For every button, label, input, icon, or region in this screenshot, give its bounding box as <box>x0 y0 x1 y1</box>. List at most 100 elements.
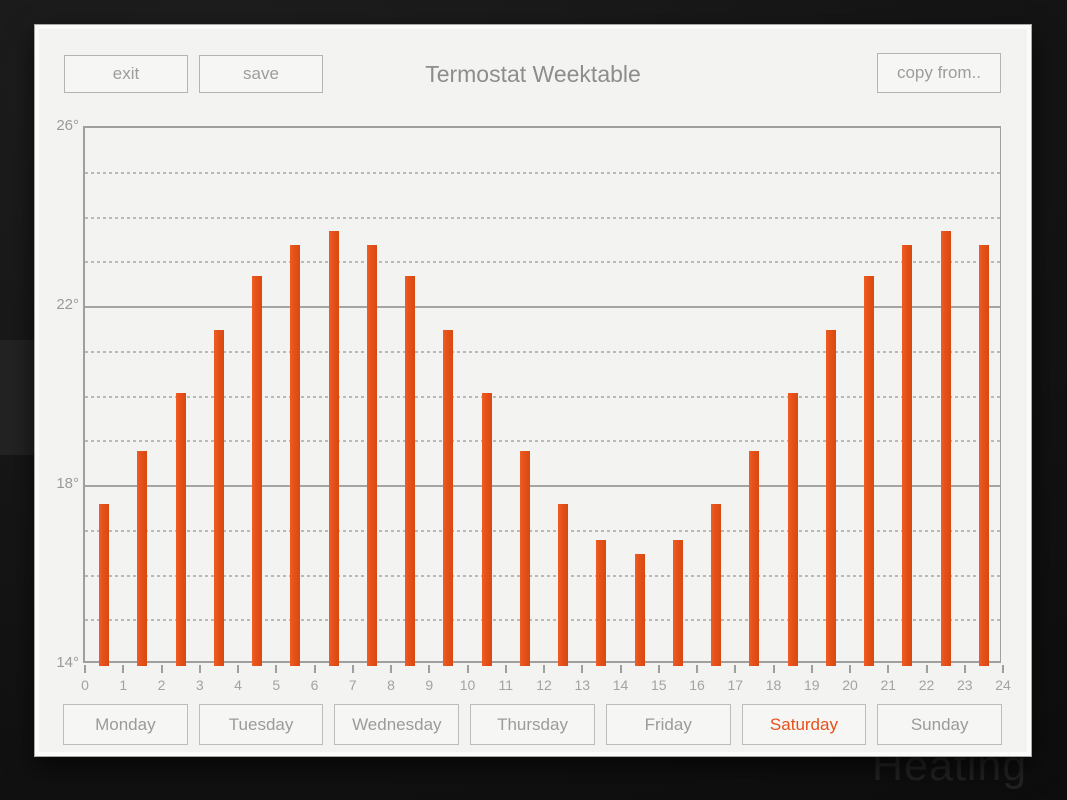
x-axis-label-20: 20 <box>842 677 858 693</box>
gridline-major <box>85 485 1000 487</box>
weektable-dialog: exit save Termostat Weektable copy from.… <box>34 24 1032 757</box>
day-tabs: Monday Tuesday Wednesday Thursday Friday Satu… <box>63 704 1003 745</box>
hour-bar-2[interactable] <box>175 392 186 666</box>
x-axis-tick <box>619 665 622 673</box>
y-axis-label-14: 14° <box>56 654 79 671</box>
tab-tuesday[interactable]: Tuesday <box>198 704 324 745</box>
hour-bar-16[interactable] <box>711 504 722 666</box>
y-axis-label-18: 18° <box>56 475 79 492</box>
gridline-minor <box>85 529 1000 532</box>
x-axis-tick <box>657 665 660 673</box>
x-axis-tick <box>810 665 813 673</box>
x-axis-label-9: 9 <box>425 677 434 693</box>
hour-bar-13[interactable] <box>596 540 607 666</box>
x-axis-label-4: 4 <box>234 677 242 693</box>
x-axis-label-16: 16 <box>689 677 705 693</box>
x-axis-tick <box>925 665 928 673</box>
tab-monday[interactable]: Monday <box>63 704 188 745</box>
x-axis-tick <box>963 665 966 673</box>
tab-friday[interactable]: Friday <box>605 704 731 745</box>
x-axis-label-13: 13 <box>574 677 591 693</box>
x-axis-tick <box>390 665 392 673</box>
hour-bar-7[interactable] <box>366 244 377 666</box>
hour-bar-0[interactable] <box>99 504 110 666</box>
x-axis-tick <box>734 665 737 673</box>
hour-bar-11[interactable] <box>519 450 530 666</box>
copy-from-button[interactable]: copy from.. <box>877 53 1001 93</box>
x-axis-tick <box>313 665 316 673</box>
dimmed-background-band <box>0 340 34 455</box>
x-axis-label-23: 23 <box>956 677 973 693</box>
temperature-chart: 0 1 2 3 4 5 6 7 8 9 10 11 12 13 14 15 16 17 18 19 20 21 22 23 24… <box>35 117 1033 704</box>
x-axis-label-17: 17 <box>727 677 744 693</box>
x-axis-tick <box>849 665 851 673</box>
hour-bar-20[interactable] <box>864 276 875 666</box>
x-axis-label-19: 19 <box>803 677 820 693</box>
hour-bar-6[interactable] <box>328 231 339 666</box>
hour-bar-18[interactable] <box>787 392 798 666</box>
x-axis-tick <box>160 665 163 673</box>
x-axis-label-6: 6 <box>310 677 319 693</box>
x-axis-label-12: 12 <box>536 677 552 693</box>
gridline-minor <box>85 440 1000 443</box>
gridline-minor <box>85 350 1000 353</box>
gridline-minor <box>85 171 1000 174</box>
x-axis-label-10: 10 <box>459 677 476 693</box>
x-axis-tick <box>581 665 584 673</box>
x-axis-tick <box>428 665 431 673</box>
x-axis-tick <box>543 665 545 673</box>
hour-bar-9[interactable] <box>443 329 454 666</box>
hour-bar-5[interactable] <box>290 244 301 666</box>
x-axis-label-15: 15 <box>650 677 667 693</box>
x-axis-label-18: 18 <box>765 677 782 693</box>
x-axis-tick <box>772 665 775 673</box>
gridline-major <box>85 306 1000 308</box>
x-axis-label-8: 8 <box>387 677 395 693</box>
hour-bar-19[interactable] <box>825 329 836 666</box>
hour-bar-14[interactable] <box>634 553 645 666</box>
x-axis-label-24: 24 <box>995 677 1011 693</box>
hour-bar-3[interactable] <box>213 329 224 666</box>
gridline-minor <box>85 395 1000 398</box>
x-axis-label-22: 22 <box>918 677 935 693</box>
hour-bar-1[interactable] <box>137 450 148 666</box>
exit-button[interactable]: exit <box>64 55 188 93</box>
x-axis-label-11: 11 <box>498 677 514 693</box>
tab-saturday[interactable]: Saturday <box>741 704 867 745</box>
hour-bar-22[interactable] <box>940 231 951 666</box>
y-axis-label-22: 22° <box>56 296 79 313</box>
gridline-minor <box>85 574 1000 577</box>
hour-bar-4[interactable] <box>252 276 263 666</box>
x-axis-tick <box>275 665 278 673</box>
x-axis-tick <box>887 665 890 673</box>
x-axis-tick <box>466 665 469 673</box>
hour-bar-21[interactable] <box>902 244 913 666</box>
x-axis-tick <box>122 665 125 673</box>
x-axis-tick <box>351 665 354 673</box>
save-button[interactable]: save <box>199 55 323 93</box>
page-title: Termostat Weektable <box>425 61 641 87</box>
x-axis-label-14: 14 <box>612 677 629 693</box>
x-axis-tick <box>1002 665 1004 673</box>
y-axis-label-26: 26° <box>56 117 79 134</box>
x-axis-label-7: 7 <box>348 677 357 693</box>
tab-wednesday[interactable]: Wednesday <box>334 704 460 745</box>
x-axis-label-0: 0 <box>81 677 89 693</box>
x-axis-tick <box>84 665 86 673</box>
hour-bar-23[interactable] <box>978 244 989 666</box>
hour-bar-12[interactable] <box>558 504 569 666</box>
x-axis-tick <box>696 665 698 673</box>
x-axis-label-5: 5 <box>272 677 281 693</box>
gridline-minor <box>85 619 1000 622</box>
x-axis-label-21: 21 <box>880 677 897 693</box>
hour-bar-8[interactable] <box>405 276 416 666</box>
gridline-minor <box>85 261 1000 264</box>
hour-bar-10[interactable] <box>481 392 492 666</box>
tab-thursday[interactable]: Thursday <box>470 704 595 745</box>
tab-sunday[interactable]: Sunday <box>877 704 1003 745</box>
gridline-minor <box>85 216 1000 219</box>
x-axis-label-3: 3 <box>195 677 204 693</box>
hour-bar-15[interactable] <box>672 540 683 666</box>
hour-bar-17[interactable] <box>749 450 760 666</box>
